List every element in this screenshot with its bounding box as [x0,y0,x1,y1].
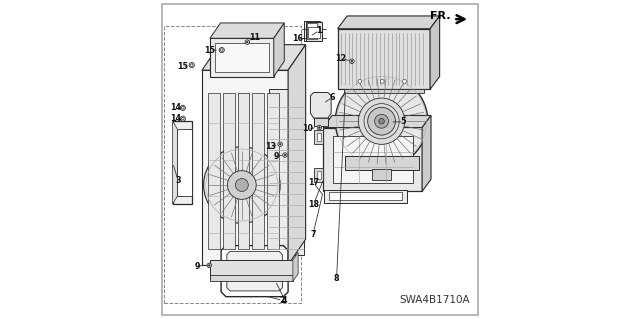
Text: 8: 8 [334,274,339,283]
Circle shape [283,153,287,157]
FancyBboxPatch shape [210,38,274,77]
Circle shape [227,171,256,199]
FancyBboxPatch shape [210,260,293,278]
Circle shape [180,105,186,110]
Text: 11: 11 [249,33,260,42]
Polygon shape [202,70,288,265]
Circle shape [284,154,286,156]
Circle shape [191,64,193,66]
FancyBboxPatch shape [308,27,320,38]
Text: 3: 3 [175,176,180,185]
Text: 15: 15 [204,46,216,55]
Text: 18: 18 [308,200,319,209]
Circle shape [351,60,353,62]
FancyBboxPatch shape [317,133,321,141]
FancyBboxPatch shape [215,43,269,72]
Circle shape [358,98,404,144]
Circle shape [246,41,248,43]
Circle shape [379,118,385,124]
Circle shape [219,48,224,53]
Circle shape [368,107,396,135]
Polygon shape [328,192,402,200]
Circle shape [403,79,406,83]
FancyBboxPatch shape [304,21,320,41]
FancyBboxPatch shape [317,171,321,179]
Polygon shape [173,121,177,204]
Polygon shape [274,23,284,77]
FancyBboxPatch shape [210,275,293,281]
Text: 10: 10 [302,124,314,133]
FancyBboxPatch shape [314,118,328,126]
Text: 16: 16 [292,34,303,43]
Text: 9: 9 [273,152,279,161]
Polygon shape [344,89,424,93]
Polygon shape [337,29,430,89]
Text: 17: 17 [308,178,319,187]
Circle shape [204,147,280,223]
Circle shape [349,59,354,63]
Polygon shape [324,190,407,203]
Polygon shape [323,128,422,191]
Circle shape [182,107,184,109]
Circle shape [319,127,320,129]
Text: 14: 14 [170,114,181,123]
FancyBboxPatch shape [314,130,323,144]
Polygon shape [227,251,282,291]
FancyBboxPatch shape [209,93,220,249]
Text: 6: 6 [330,93,335,102]
Circle shape [245,40,250,44]
Text: SWA4B1710A: SWA4B1710A [399,295,470,305]
Polygon shape [288,45,306,265]
FancyBboxPatch shape [307,23,317,39]
Polygon shape [422,115,431,191]
Polygon shape [177,129,192,196]
FancyBboxPatch shape [314,168,323,182]
Circle shape [380,79,384,83]
Circle shape [358,79,362,83]
Polygon shape [221,246,288,297]
Polygon shape [310,93,331,118]
Circle shape [317,125,321,130]
Circle shape [180,116,186,121]
FancyBboxPatch shape [306,22,322,41]
Text: 5: 5 [401,117,406,126]
Text: 9: 9 [195,262,200,271]
Text: 7: 7 [310,230,316,239]
Polygon shape [344,156,419,170]
Circle shape [335,75,428,167]
Circle shape [374,114,388,128]
Polygon shape [210,23,284,38]
Text: 15: 15 [177,63,188,71]
Text: 4: 4 [282,296,287,305]
Polygon shape [202,45,306,70]
Polygon shape [173,121,192,204]
Circle shape [220,49,223,51]
Polygon shape [337,16,440,29]
Text: 12: 12 [335,54,346,63]
Polygon shape [333,136,413,183]
FancyBboxPatch shape [252,93,264,249]
FancyBboxPatch shape [237,93,250,249]
Text: FR.: FR. [430,11,451,21]
Circle shape [207,263,212,268]
Text: 2: 2 [280,296,285,305]
Circle shape [209,264,210,266]
Circle shape [236,179,248,191]
Text: 13: 13 [266,142,276,151]
Polygon shape [269,89,304,255]
Text: 14: 14 [170,103,181,112]
Circle shape [182,117,184,120]
Circle shape [279,143,281,145]
Polygon shape [323,115,431,128]
Polygon shape [430,16,440,89]
Text: 1: 1 [317,26,322,35]
Polygon shape [293,252,298,281]
Circle shape [189,63,195,68]
FancyBboxPatch shape [223,93,235,249]
FancyBboxPatch shape [267,93,279,249]
Circle shape [278,142,282,146]
FancyBboxPatch shape [372,169,391,180]
